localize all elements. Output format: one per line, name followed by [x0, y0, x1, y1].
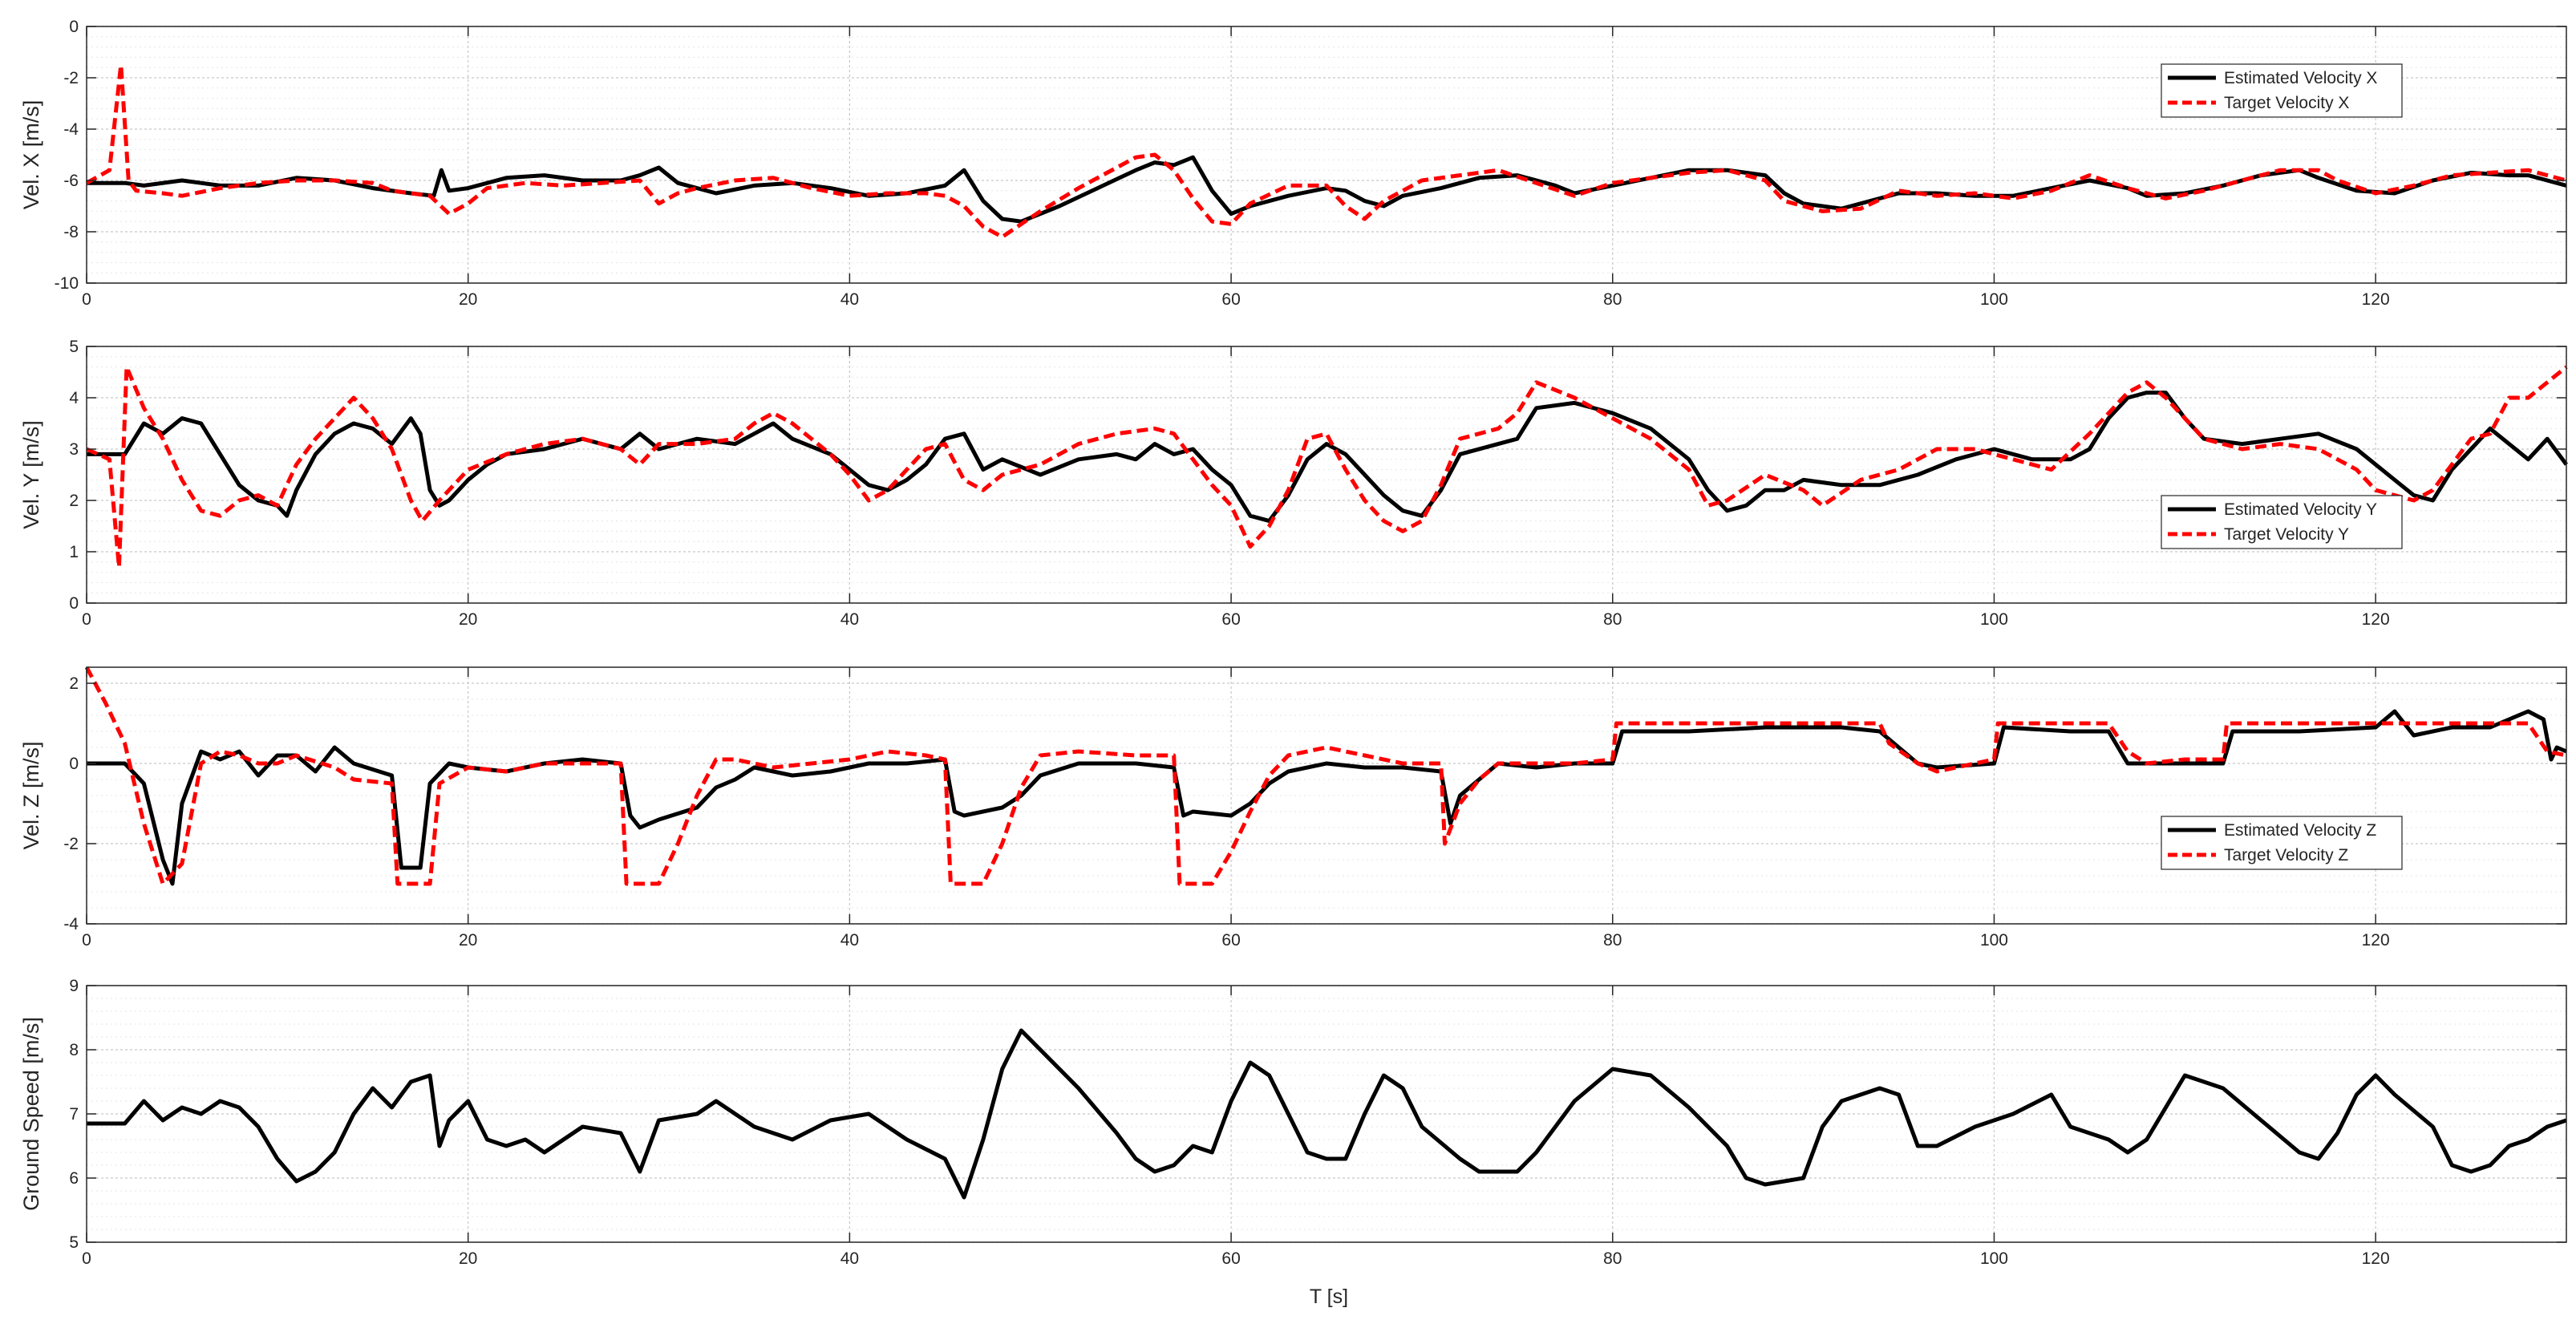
- x-tick-label: 40: [840, 290, 859, 309]
- x-tick-label: 100: [1980, 290, 2008, 309]
- x-axis-label: T [s]: [1310, 1286, 1348, 1308]
- legend: Estimated Velocity Z Target Velocity Z: [2161, 816, 2403, 870]
- legend-entry: Target Velocity X: [2224, 94, 2349, 112]
- axes-frame: [86, 346, 2567, 604]
- x-tick-label: 120: [2362, 931, 2390, 950]
- y-tick-label: -4: [63, 915, 79, 933]
- series-line-2: [85, 63, 2567, 239]
- y-tick-label: 4: [69, 389, 79, 407]
- panel-2: 0 20 40 60 80 100 120 0 1 2 3 4 5 Vel. Y [m/s] Estimat…: [19, 338, 2569, 629]
- x-tick-label: 60: [1221, 610, 1240, 629]
- y-tick-label: 0: [69, 18, 79, 36]
- x-tick-label: 100: [1980, 1249, 2008, 1268]
- axes-frame: [86, 26, 2567, 284]
- y-tick-label: 9: [69, 977, 79, 995]
- series-line-2: [85, 365, 2568, 569]
- y-axis-label: Vel. Z [m/s]: [19, 741, 43, 849]
- x-tick-label: 80: [1603, 610, 1622, 629]
- legend-box: [2161, 816, 2403, 870]
- legend-entry: Estimated Velocity Z: [2224, 821, 2376, 840]
- y-tick-label: -2: [63, 69, 79, 87]
- x-tick-label: 60: [1221, 290, 1240, 309]
- plot-area: [87, 346, 2566, 603]
- y-tick-label: 5: [69, 338, 79, 356]
- y-tick-label: 7: [69, 1105, 79, 1124]
- panel-3: 0 20 40 60 80 100 120 -4 -2 0 2 Vel. Z [m/s] Estimat…: [19, 666, 2567, 950]
- x-tick-label: 100: [1980, 610, 2008, 629]
- x-tick-label: 120: [2362, 290, 2390, 309]
- x-tick-label: 0: [82, 290, 91, 309]
- y-tick-label: 6: [69, 1169, 79, 1188]
- panel-1: 0 20 40 60 80 100 120 -10 -8 -6 -4 -2 0 Vel. X [m/s] E…: [19, 18, 2567, 309]
- y-axis-label: Vel. X [m/s]: [19, 100, 43, 210]
- x-tick-label: 80: [1603, 1249, 1622, 1268]
- x-tick-label: 0: [82, 931, 91, 950]
- x-tick-label: 20: [459, 931, 477, 950]
- y-axis-label: Ground Speed [m/s]: [19, 1017, 43, 1211]
- x-tick-label: 20: [459, 1249, 477, 1268]
- legend-entry: Target Velocity Z: [2224, 846, 2348, 864]
- x-tick-label: 60: [1221, 931, 1240, 950]
- panel-4: 0 20 40 60 80 100 120 5 6 7 8 9 Ground Speed [m/s]: [19, 977, 2567, 1268]
- axes-frame: [86, 666, 2567, 925]
- series-line-1: [87, 391, 2569, 524]
- x-tick-label: 80: [1603, 931, 1622, 950]
- y-tick-label: -6: [63, 172, 79, 190]
- series-line-1: [87, 1028, 2567, 1200]
- x-tick-label: 80: [1603, 290, 1622, 309]
- legend: Estimated Velocity Y Target Velocity Y: [2161, 495, 2403, 549]
- plot-area: [87, 667, 2566, 924]
- y-tick-label: 1: [69, 543, 79, 561]
- y-tick-label: 2: [69, 492, 79, 510]
- x-tick-label: 40: [840, 610, 859, 629]
- legend-box: [2161, 495, 2403, 549]
- legend-box: [2161, 63, 2403, 118]
- legend-entry: Estimated Velocity Y: [2224, 500, 2377, 519]
- x-tick-label: 40: [840, 931, 859, 950]
- legend-entry: Target Velocity Y: [2224, 525, 2349, 544]
- x-tick-label: 120: [2362, 1249, 2390, 1268]
- y-tick-label: 2: [69, 674, 79, 693]
- x-tick-label: 120: [2362, 610, 2390, 629]
- y-tick-label: 8: [69, 1041, 79, 1059]
- x-tick-label: 20: [459, 610, 477, 629]
- plot-area: [87, 26, 2566, 283]
- legend-entry: Estimated Velocity X: [2224, 69, 2377, 87]
- y-tick-label: 0: [69, 755, 79, 773]
- x-tick-label: 0: [82, 610, 91, 629]
- x-tick-label: 60: [1221, 1249, 1240, 1268]
- y-tick-label: 5: [69, 1233, 79, 1252]
- y-tick-label: -8: [63, 223, 79, 241]
- y-tick-label: -4: [63, 120, 79, 139]
- y-tick-label: -2: [63, 835, 79, 853]
- x-tick-label: 100: [1980, 931, 2008, 950]
- x-tick-label: 0: [82, 1249, 91, 1268]
- x-tick-label: 20: [459, 290, 477, 309]
- x-tick-label: 40: [840, 1249, 859, 1268]
- series-line-1: [87, 709, 2567, 886]
- y-tick-label: 0: [69, 594, 79, 613]
- y-axis-label: Vel. Y [m/s]: [19, 420, 43, 529]
- legend: Estimated Velocity X Target Velocity X: [2161, 63, 2403, 118]
- y-tick-label: 3: [69, 440, 79, 459]
- y-tick-label: -10: [55, 274, 79, 293]
